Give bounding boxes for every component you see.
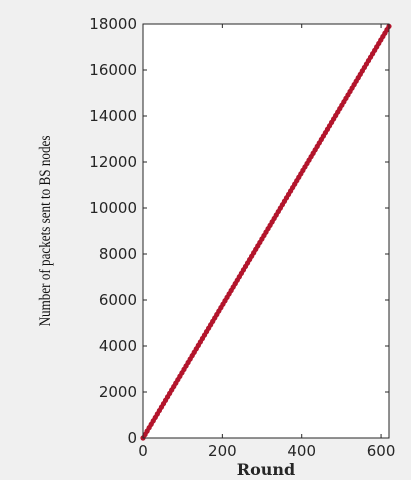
y-tick-label: 0 <box>127 429 137 447</box>
y-tick-label: 2000 <box>99 383 137 401</box>
series-layer <box>140 23 392 441</box>
axes-box <box>142 23 390 439</box>
x-tick-label: 200 <box>208 442 237 460</box>
y-tick-label: 8000 <box>99 245 137 263</box>
x-axis-label: Round <box>237 460 295 479</box>
y-tick-label: 18000 <box>89 15 137 33</box>
y-tick-label: 12000 <box>89 153 137 171</box>
y-tick-label: 14000 <box>89 107 137 125</box>
y-tick-label: 4000 <box>99 337 137 355</box>
x-tick-label: 600 <box>367 442 396 460</box>
y-axis-ticks: 0 2000 4000 6000 8000 10000 12000 14000 16000 180… <box>89 15 389 447</box>
y-tick-label: 16000 <box>89 61 137 79</box>
x-tick-label: 0 <box>138 442 148 460</box>
y-tick-label: 6000 <box>99 291 137 309</box>
y-tick-label: 10000 <box>89 199 137 217</box>
y-axis-label: Number of packets sent to BS nodes <box>37 135 54 326</box>
x-axis-ticks: 0 200 400 600 <box>138 24 395 460</box>
x-tick-label: 400 <box>287 442 316 460</box>
